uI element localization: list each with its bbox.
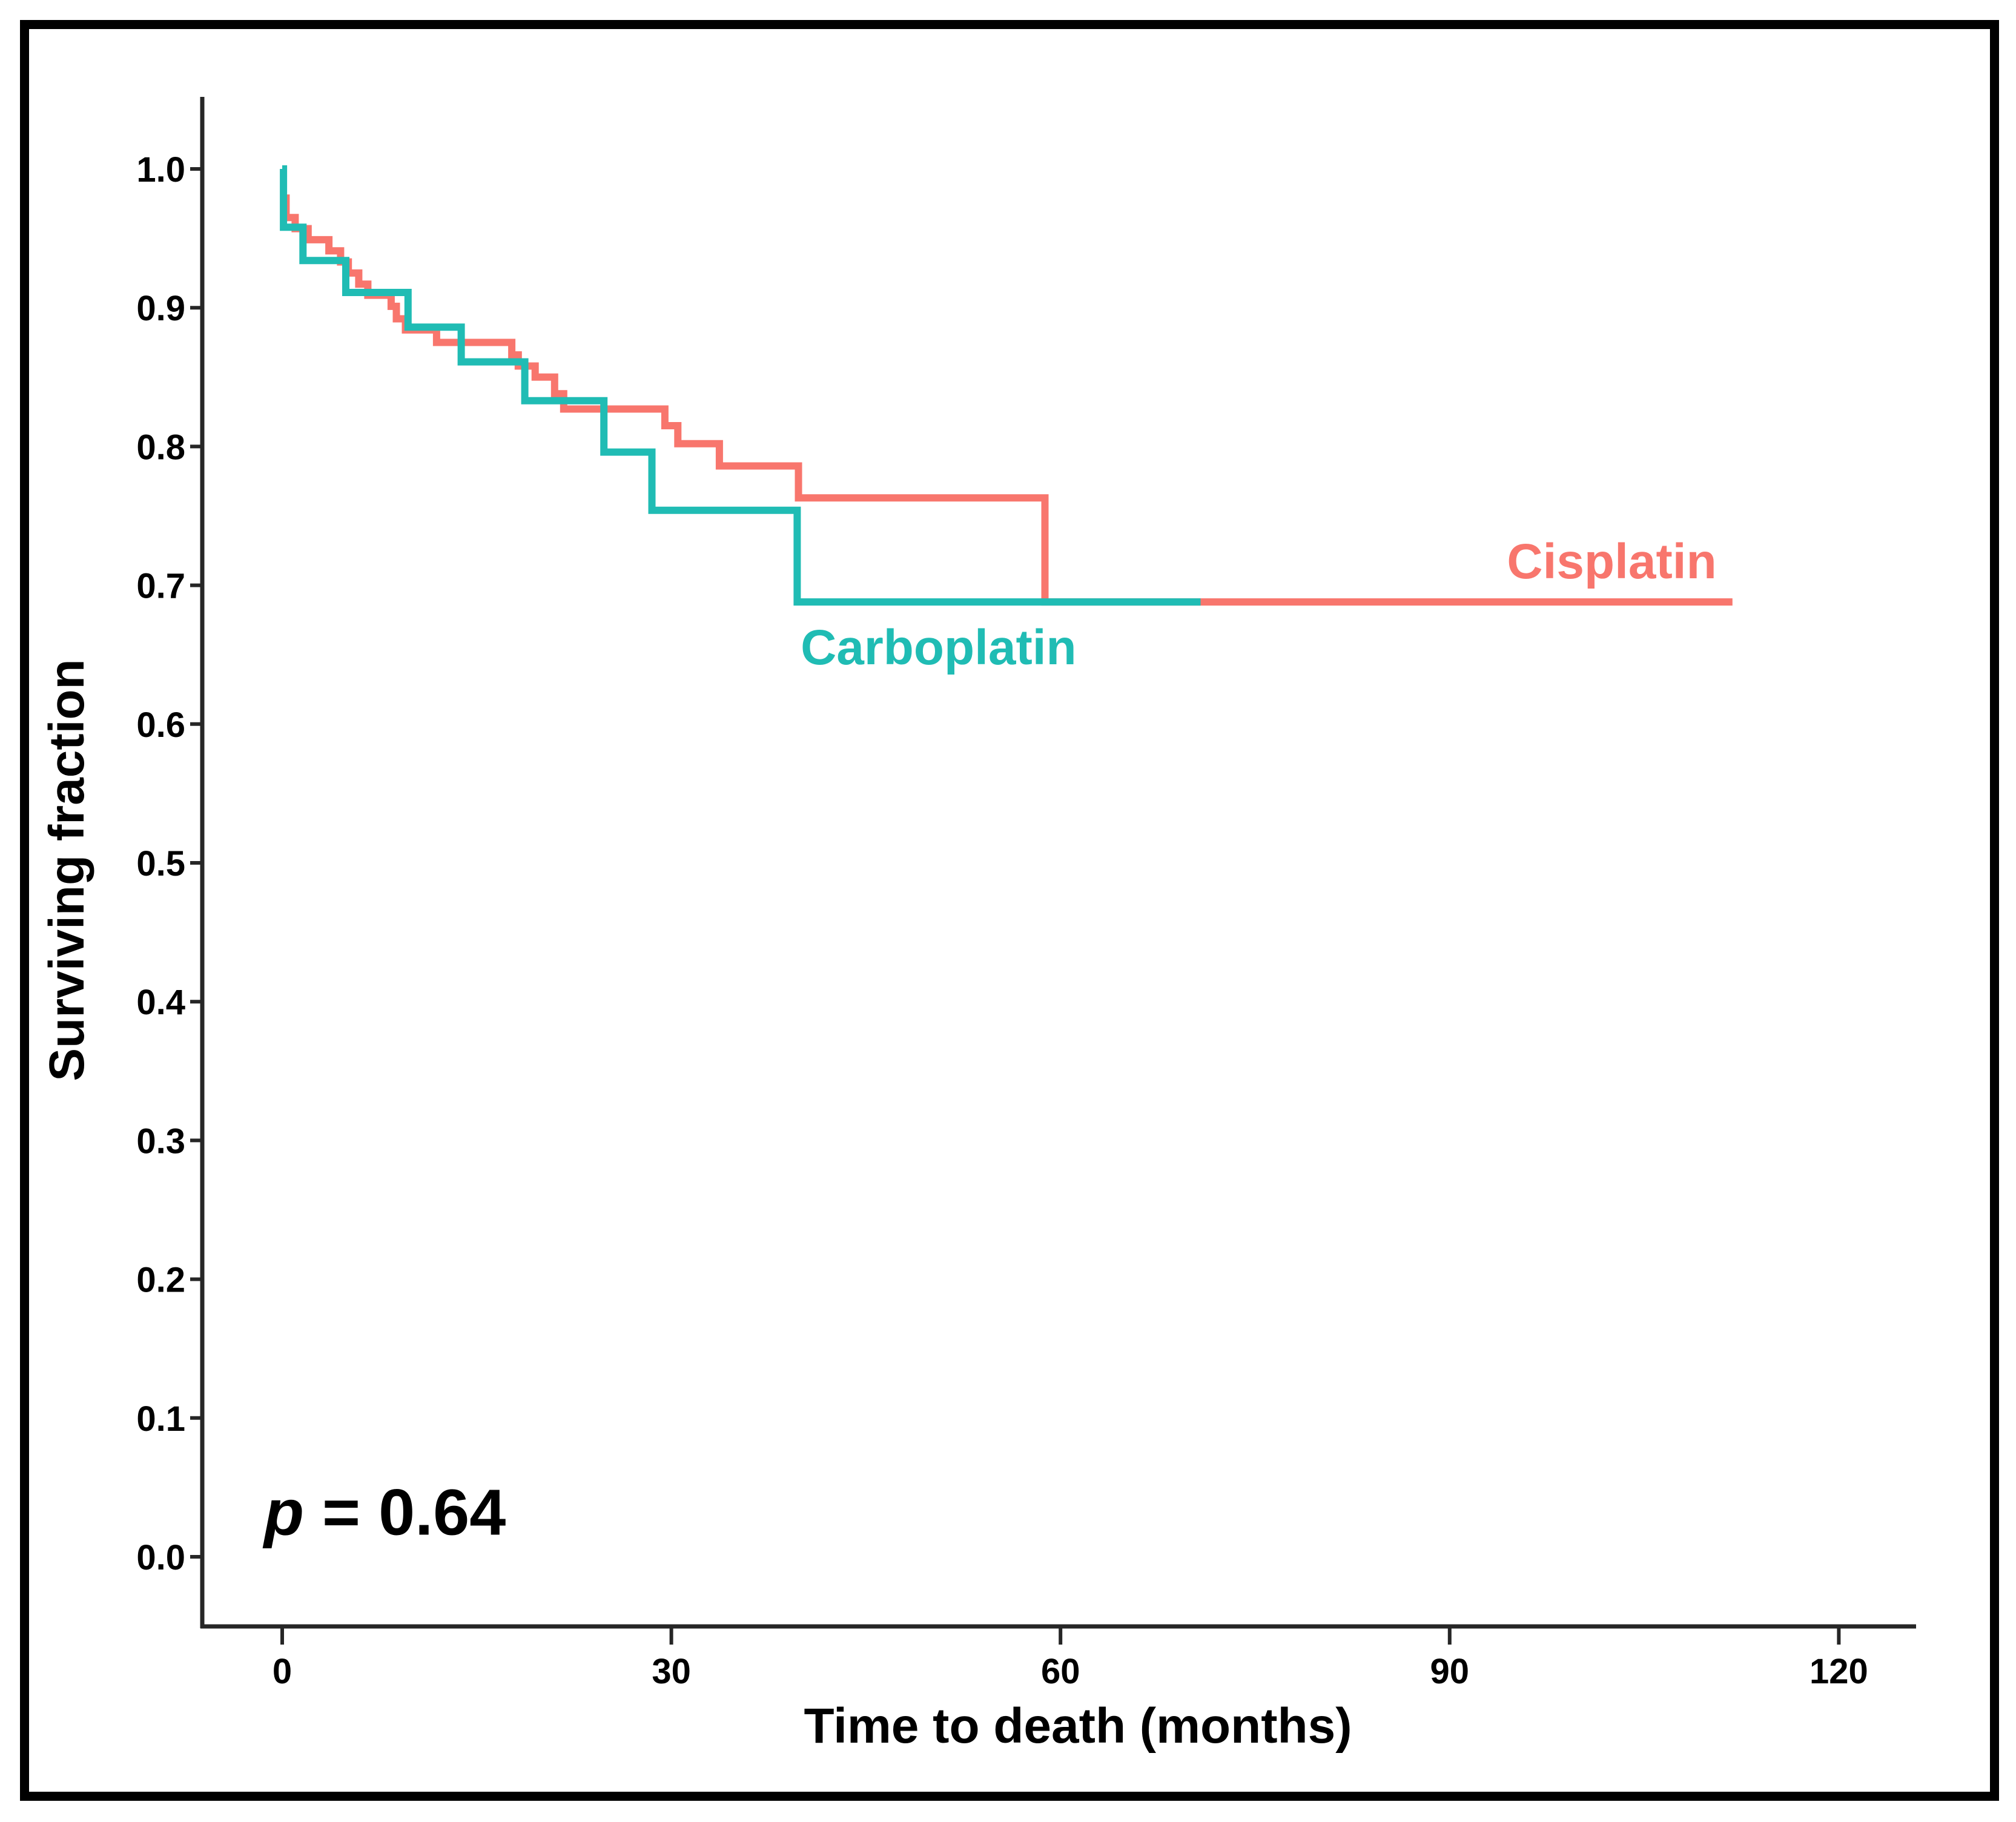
- x-tick-label: 120: [1809, 1652, 1868, 1691]
- series-label-carboplatin: Carboplatin: [801, 620, 1077, 675]
- p-value-annotation: p = 0.64: [262, 1475, 506, 1548]
- y-tick-label: 0.1: [136, 1399, 185, 1439]
- y-tick-label: 0.9: [136, 289, 185, 328]
- x-axis-title: Time to death (months): [804, 1698, 1352, 1754]
- y-tick-label: 0.2: [136, 1261, 185, 1300]
- series-label-cisplatin: Cisplatin: [1507, 534, 1716, 589]
- y-tick-label: 0.3: [136, 1121, 185, 1161]
- x-tick-label: 30: [652, 1652, 691, 1691]
- y-tick-label: 1.0: [136, 150, 185, 190]
- series-path-carboplatin: [280, 165, 1201, 606]
- x-tick-label: 90: [1430, 1652, 1470, 1691]
- y-tick-label: 0.7: [136, 567, 185, 606]
- y-tick-label: 0.5: [136, 844, 185, 883]
- figure-border: [20, 20, 1999, 1801]
- p-value-symbol: p: [262, 1475, 304, 1548]
- axes: 0.0 0.1 0.2 0.3 0.4 0.5 0.6 0.7 0.8 0.9 1.0 0 30 60 90…: [136, 97, 1916, 1691]
- y-tick-label: 0.0: [136, 1538, 185, 1577]
- y-tick-label: 0.6: [136, 705, 185, 745]
- y-tick-label: 0.4: [136, 983, 185, 1022]
- y-tick-label: 0.8: [136, 427, 185, 467]
- p-value-number: = 0.64: [304, 1475, 506, 1548]
- x-tick-label: 0: [273, 1652, 292, 1691]
- y-axis-title: Surviving fraction: [39, 659, 94, 1081]
- x-tick-label: 60: [1041, 1652, 1080, 1691]
- series-curves: [280, 165, 1733, 606]
- text-labels: Time to death (months) Surviving fraction…: [39, 534, 1717, 1754]
